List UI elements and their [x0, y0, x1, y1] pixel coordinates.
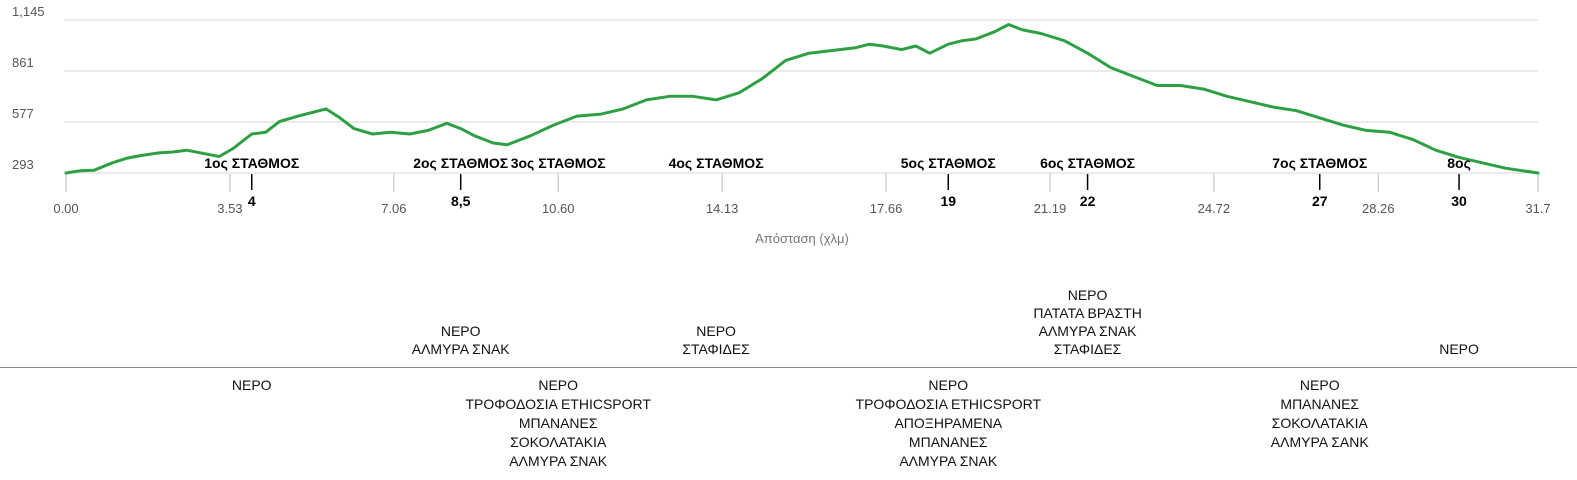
supply-item: ΜΠΑΝΑΝΕΣ	[908, 434, 988, 450]
supply-item: ΝΕΡΟ	[1299, 377, 1340, 393]
y-tick-label: 577	[12, 106, 34, 121]
supply-item: ΑΛΜΥΡΑ ΣΝΑΚ	[509, 453, 608, 469]
supply-item: ΤΡΟΦΟΔΟΣΙΑ ETHICSPORT	[465, 396, 651, 412]
x-tick-label: 24.72	[1198, 201, 1231, 216]
station-label: 4ος ΣΤΑΘΜΟΣ	[669, 155, 764, 171]
supply-item: ΣΤΑΦΙΔΕΣ	[682, 341, 750, 357]
supply-item: ΝΕΡΟ	[1439, 341, 1479, 357]
station-label: 5ος ΣΤΑΘΜΟΣ	[901, 155, 996, 171]
station-km-label: 22	[1080, 193, 1096, 209]
supply-item: ΝΕΡΟ	[1067, 287, 1108, 303]
y-tick-label: 293	[12, 157, 34, 172]
supply-item: ΝΕΡΟ	[696, 323, 736, 339]
station-label: 1ος ΣΤΑΘΜΟΣ	[204, 155, 299, 171]
x-tick-label: 3.53	[217, 201, 242, 216]
station-label: 7ος ΣΤΑΘΜΟΣ	[1272, 155, 1367, 171]
x-tick-label: 10.60	[542, 201, 575, 216]
x-tick-label: 28.26	[1362, 201, 1395, 216]
station-km-label: 30	[1451, 193, 1467, 209]
station-km-label: 19	[940, 193, 956, 209]
y-tick-label: 1,145	[12, 4, 45, 19]
supply-item: ΝΕΡΟ	[538, 377, 579, 393]
supply-item: ΜΠΑΝΑΝΕΣ	[1280, 396, 1360, 412]
supply-item: ΑΠΟΞΗΡΑΜΕΝΑ	[894, 415, 1003, 431]
station-markers: 1ος ΣΤΑΘΜΟΣ 4 2ος ΣΤΑΘΜΟΣ 8,5 3ος ΣΤΑΘΜΟΣ 4ος…	[204, 155, 1471, 209]
x-tick-label: 17.66	[870, 201, 903, 216]
station-label: 8ος	[1447, 155, 1471, 171]
supply-item: ΑΛΜΥΡΑ ΣΝΑΚ	[1038, 323, 1137, 339]
supplies-divider	[0, 367, 1577, 368]
elevation-line	[64, 23, 1540, 175]
x-tick-label: 14.13	[706, 201, 739, 216]
supply-item: ΣΟΚΟΛΑΤΑΚΙΑ	[1271, 415, 1368, 431]
station-km-label: 27	[1312, 193, 1328, 209]
elevation-series	[64, 23, 1540, 175]
x-tick-label: 21.19	[1034, 201, 1067, 216]
supply-item: ΑΛΜΥΡΑ ΣΑΝΚ	[1270, 434, 1369, 450]
supply-item: ΝΕΡΟ	[928, 377, 969, 393]
station-label: 2ος ΣΤΑΘΜΟΣ	[413, 155, 508, 171]
station-km-label: 4	[248, 193, 256, 209]
x-tick-label: 7.06	[381, 201, 406, 216]
x-tick-label: 0.00	[53, 201, 78, 216]
supply-item: ΑΛΜΥΡΑ ΣΝΑΚ	[411, 341, 510, 357]
supply-item: ΣΟΚΟΛΑΤΑΚΙΑ	[510, 434, 607, 450]
y-tick-label: 861	[12, 55, 34, 70]
x-tick-label: 31.7	[1525, 201, 1550, 216]
supply-item: ΑΛΜΥΡΑ ΣΝΑΚ	[899, 453, 998, 469]
station-km-label: 8,5	[451, 193, 471, 209]
grid-lines: 293 577 861 1,145	[12, 4, 1538, 174]
supply-item: ΤΡΟΦΟΔΟΣΙΑ ETHICSPORT	[855, 396, 1041, 412]
x-axis-label: Απόσταση (χλμ)	[755, 231, 849, 246]
station-label: 6ος ΣΤΑΘΜΟΣ	[1040, 155, 1135, 171]
supply-item: ΠΑΤΑΤΑ ΒΡΑΣΤΗ	[1033, 305, 1142, 321]
station-label: 3ος ΣΤΑΘΜΟΣ	[511, 155, 606, 171]
supply-item: ΝΕΡΟ	[231, 377, 272, 393]
supply-item: ΣΤΑΦΙΔΕΣ	[1053, 341, 1122, 357]
x-axis: 0.00 3.53 7.06 10.60 14.13 17.66 21.19 24.72 28.…	[53, 174, 1551, 216]
supply-item: ΝΕΡΟ	[440, 323, 481, 339]
supply-item: ΜΠΑΝΑΝΕΣ	[518, 415, 598, 431]
